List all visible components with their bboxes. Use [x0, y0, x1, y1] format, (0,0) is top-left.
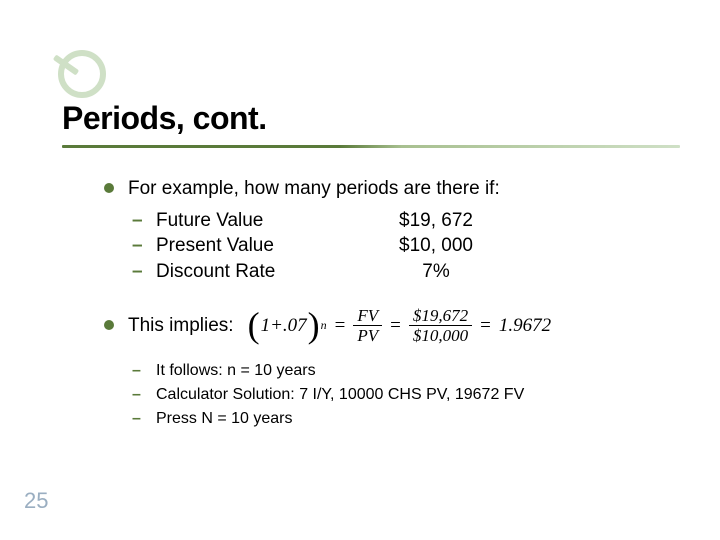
dash-icon: – [132, 233, 143, 259]
bullet-disc-icon [104, 320, 114, 330]
bullet-disc-icon [104, 183, 114, 193]
title-area: Periods, cont. [62, 100, 680, 148]
paren-close-icon: ) [308, 315, 320, 337]
dash-icon: – [132, 259, 143, 285]
paren-open-icon: ( [248, 315, 260, 337]
followup-item-3-text: Press N = 10 years [156, 407, 293, 431]
slide-title: Periods, cont. [62, 100, 680, 137]
frac2-num: $19,672 [409, 307, 472, 326]
frac1-den: PV [353, 325, 382, 345]
equals-icon: = [333, 315, 348, 337]
followup-item-1: – It follows: n = 10 years [132, 359, 680, 383]
bullet-example: For example, how many periods are there … [104, 176, 680, 202]
equals-icon: = [388, 315, 403, 337]
equation-frac-numeric: $19,672 $10,000 [409, 307, 472, 346]
followup-list: – It follows: n = 10 years – Calculator … [104, 359, 680, 431]
dash-icon: – [132, 407, 141, 431]
dash-icon: – [132, 383, 141, 407]
followup-item-3: – Press N = 10 years [132, 407, 680, 431]
frac2-den: $10,000 [409, 325, 472, 345]
equation: ( 1+.07 ) n = FV PV = $19,672 $10,000 = … [248, 307, 552, 346]
equals-icon: = [478, 315, 493, 337]
followup-item-2-text: Calculator Solution: 7 I/Y, 10000 CHS PV… [156, 383, 524, 407]
title-underline [62, 145, 680, 148]
bullet-example-text: For example, how many periods are there … [128, 178, 500, 199]
followup-item-2: – Calculator Solution: 7 I/Y, 10000 CHS … [132, 383, 680, 407]
implies-row: This implies: ( 1+.07 ) n = FV PV = $19,… [104, 307, 680, 346]
subitem-pv-value: $10, 000 [376, 233, 496, 259]
slide-logo [58, 50, 106, 98]
subitem-fv-value: $19, 672 [376, 208, 496, 234]
bullet-implies-text: This implies: [128, 315, 234, 336]
subitem-fv-label: Future Value [156, 208, 376, 234]
subitem-rate-value: 7% [376, 259, 496, 285]
subitem-pv: – Present Value $10, 000 [132, 233, 680, 259]
frac1-num: FV [353, 307, 382, 326]
equation-result: 1.9672 [499, 315, 551, 337]
equation-lhs: ( 1+.07 ) n [248, 315, 327, 337]
subitem-rate-label: Discount Rate [156, 259, 376, 285]
slide-number: 25 [24, 488, 48, 514]
equation-exp: n [321, 318, 327, 333]
dash-icon: – [132, 208, 143, 234]
subitem-fv: – Future Value $19, 672 [132, 208, 680, 234]
equation-frac-symbolic: FV PV [353, 307, 382, 346]
slide-body: For example, how many periods are there … [104, 176, 680, 431]
subitem-rate: – Discount Rate 7% [132, 259, 680, 285]
subitem-pv-label: Present Value [156, 233, 376, 259]
followup-item-1-text: It follows: n = 10 years [156, 359, 316, 383]
equation-lhs-inner: 1+.07 [260, 315, 308, 337]
dash-icon: – [132, 359, 141, 383]
bullet-implies: This implies: [104, 313, 234, 339]
